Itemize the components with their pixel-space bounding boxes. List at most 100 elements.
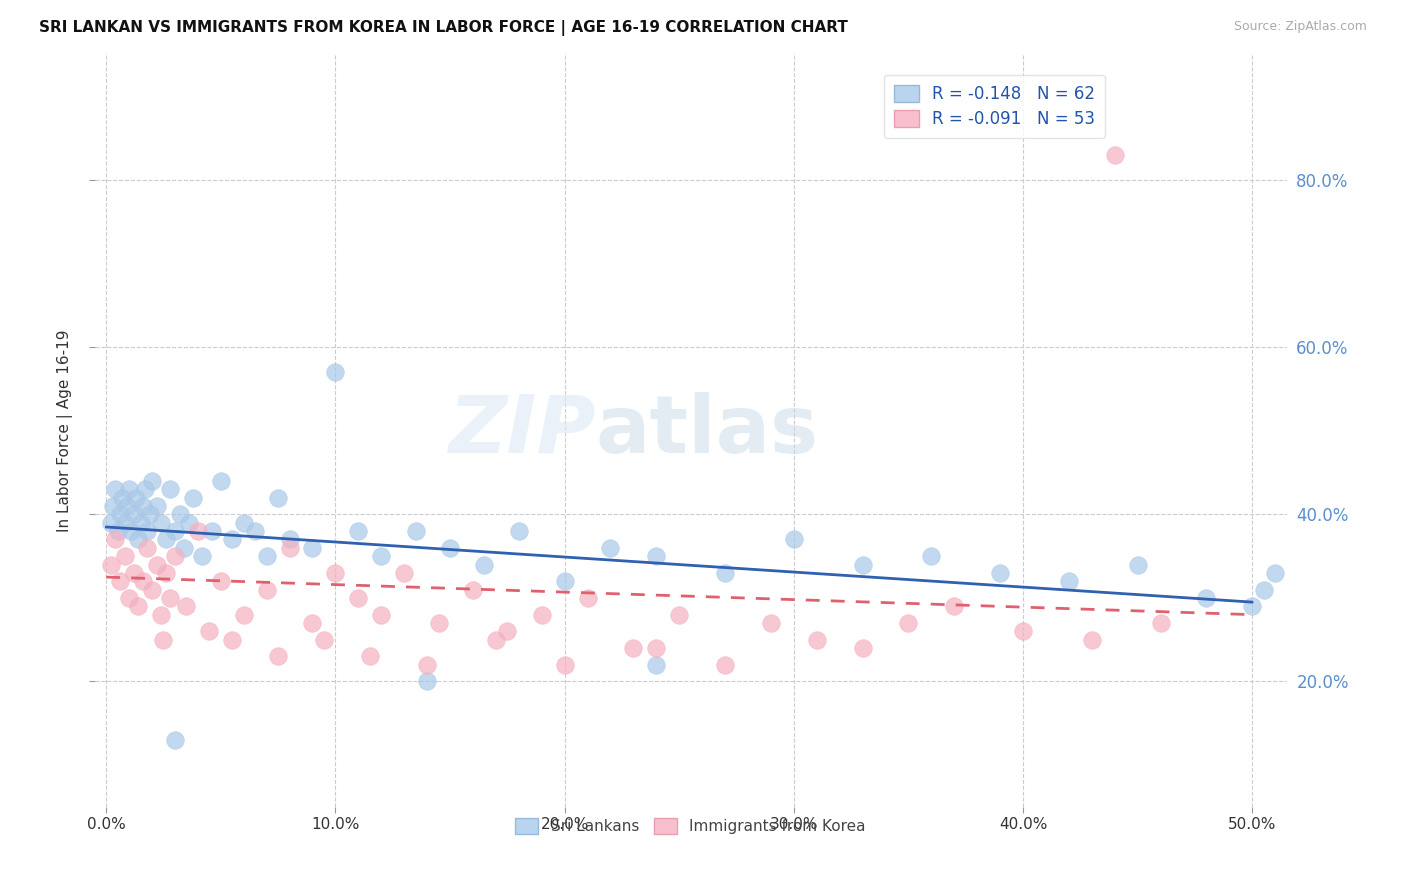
Sri Lankans (191, 549, 214, 564)
Immigrants from Korea (163, 549, 186, 564)
Sri Lankans (301, 541, 323, 555)
Sri Lankans (645, 549, 668, 564)
Immigrants from Korea (232, 607, 254, 622)
Sri Lankans (100, 516, 122, 530)
Sri Lankans (120, 524, 142, 538)
Sri Lankans (127, 533, 149, 547)
Sri Lankans (988, 566, 1011, 580)
Sri Lankans (209, 474, 232, 488)
Sri Lankans (1057, 574, 1080, 589)
Sri Lankans (101, 499, 124, 513)
Sri Lankans (554, 574, 576, 589)
Y-axis label: In Labor Force | Age 16-19: In Labor Force | Age 16-19 (58, 330, 73, 533)
Immigrants from Korea (145, 558, 167, 572)
Sri Lankans (129, 516, 152, 530)
Immigrants from Korea (267, 649, 290, 664)
Sri Lankans (150, 516, 173, 530)
Sri Lankans (1241, 599, 1264, 614)
Immigrants from Korea (485, 632, 508, 647)
Sri Lankans (243, 524, 266, 538)
Sri Lankans (1126, 558, 1149, 572)
Sri Lankans (1195, 591, 1218, 605)
Immigrants from Korea (198, 624, 221, 639)
Sri Lankans (118, 483, 141, 497)
Immigrants from Korea (496, 624, 519, 639)
Immigrants from Korea (118, 591, 141, 605)
Sri Lankans (132, 499, 155, 513)
Sri Lankans (714, 566, 737, 580)
Immigrants from Korea (127, 599, 149, 614)
Immigrants from Korea (100, 558, 122, 572)
Immigrants from Korea (359, 649, 381, 664)
Sri Lankans (136, 524, 159, 538)
Immigrants from Korea (576, 591, 599, 605)
Immigrants from Korea (114, 549, 136, 564)
Immigrants from Korea (104, 533, 127, 547)
Immigrants from Korea (416, 657, 439, 672)
Sri Lankans (108, 508, 131, 522)
Sri Lankans (256, 549, 278, 564)
Immigrants from Korea (370, 607, 392, 622)
Sri Lankans (783, 533, 806, 547)
Sri Lankans (159, 483, 181, 497)
Sri Lankans (104, 483, 127, 497)
Immigrants from Korea (278, 541, 301, 555)
Sri Lankans (163, 524, 186, 538)
Sri Lankans (114, 516, 136, 530)
Sri Lankans (122, 508, 145, 522)
Immigrants from Korea (714, 657, 737, 672)
Sri Lankans (177, 516, 200, 530)
Immigrants from Korea (943, 599, 966, 614)
Immigrants from Korea (132, 574, 155, 589)
Sri Lankans (111, 491, 134, 505)
Sri Lankans (278, 533, 301, 547)
Immigrants from Korea (209, 574, 232, 589)
Sri Lankans (645, 657, 668, 672)
Sri Lankans (1264, 566, 1286, 580)
Sri Lankans (439, 541, 461, 555)
Immigrants from Korea (1012, 624, 1035, 639)
Immigrants from Korea (141, 582, 163, 597)
Immigrants from Korea (176, 599, 198, 614)
Immigrants from Korea (122, 566, 145, 580)
Sri Lankans (155, 533, 177, 547)
Immigrants from Korea (851, 641, 873, 656)
Immigrants from Korea (159, 591, 181, 605)
Immigrants from Korea (530, 607, 553, 622)
Sri Lankans (173, 541, 195, 555)
Immigrants from Korea (392, 566, 415, 580)
Immigrants from Korea (461, 582, 484, 597)
Text: atlas: atlas (595, 392, 818, 470)
Sri Lankans (347, 524, 370, 538)
Sri Lankans (508, 524, 530, 538)
Immigrants from Korea (221, 632, 243, 647)
Immigrants from Korea (806, 632, 828, 647)
Legend: Sri Lankans, Immigrants from Korea: Sri Lankans, Immigrants from Korea (509, 813, 872, 840)
Immigrants from Korea (187, 524, 209, 538)
Sri Lankans (145, 499, 167, 513)
Sri Lankans (141, 474, 163, 488)
Text: SRI LANKAN VS IMMIGRANTS FROM KOREA IN LABOR FORCE | AGE 16-19 CORRELATION CHART: SRI LANKAN VS IMMIGRANTS FROM KOREA IN L… (39, 20, 848, 36)
Immigrants from Korea (1149, 615, 1171, 630)
Sri Lankans (138, 508, 160, 522)
Immigrants from Korea (427, 615, 450, 630)
Immigrants from Korea (325, 566, 347, 580)
Immigrants from Korea (347, 591, 370, 605)
Sri Lankans (472, 558, 495, 572)
Immigrants from Korea (312, 632, 335, 647)
Sri Lankans (201, 524, 224, 538)
Sri Lankans (232, 516, 254, 530)
Immigrants from Korea (256, 582, 278, 597)
Sri Lankans (134, 483, 156, 497)
Immigrants from Korea (759, 615, 782, 630)
Sri Lankans (107, 524, 129, 538)
Sri Lankans (370, 549, 392, 564)
Sri Lankans (115, 499, 138, 513)
Sri Lankans (325, 366, 347, 380)
Immigrants from Korea (150, 607, 173, 622)
Immigrants from Korea (155, 566, 177, 580)
Immigrants from Korea (645, 641, 668, 656)
Sri Lankans (221, 533, 243, 547)
Sri Lankans (920, 549, 942, 564)
Immigrants from Korea (136, 541, 159, 555)
